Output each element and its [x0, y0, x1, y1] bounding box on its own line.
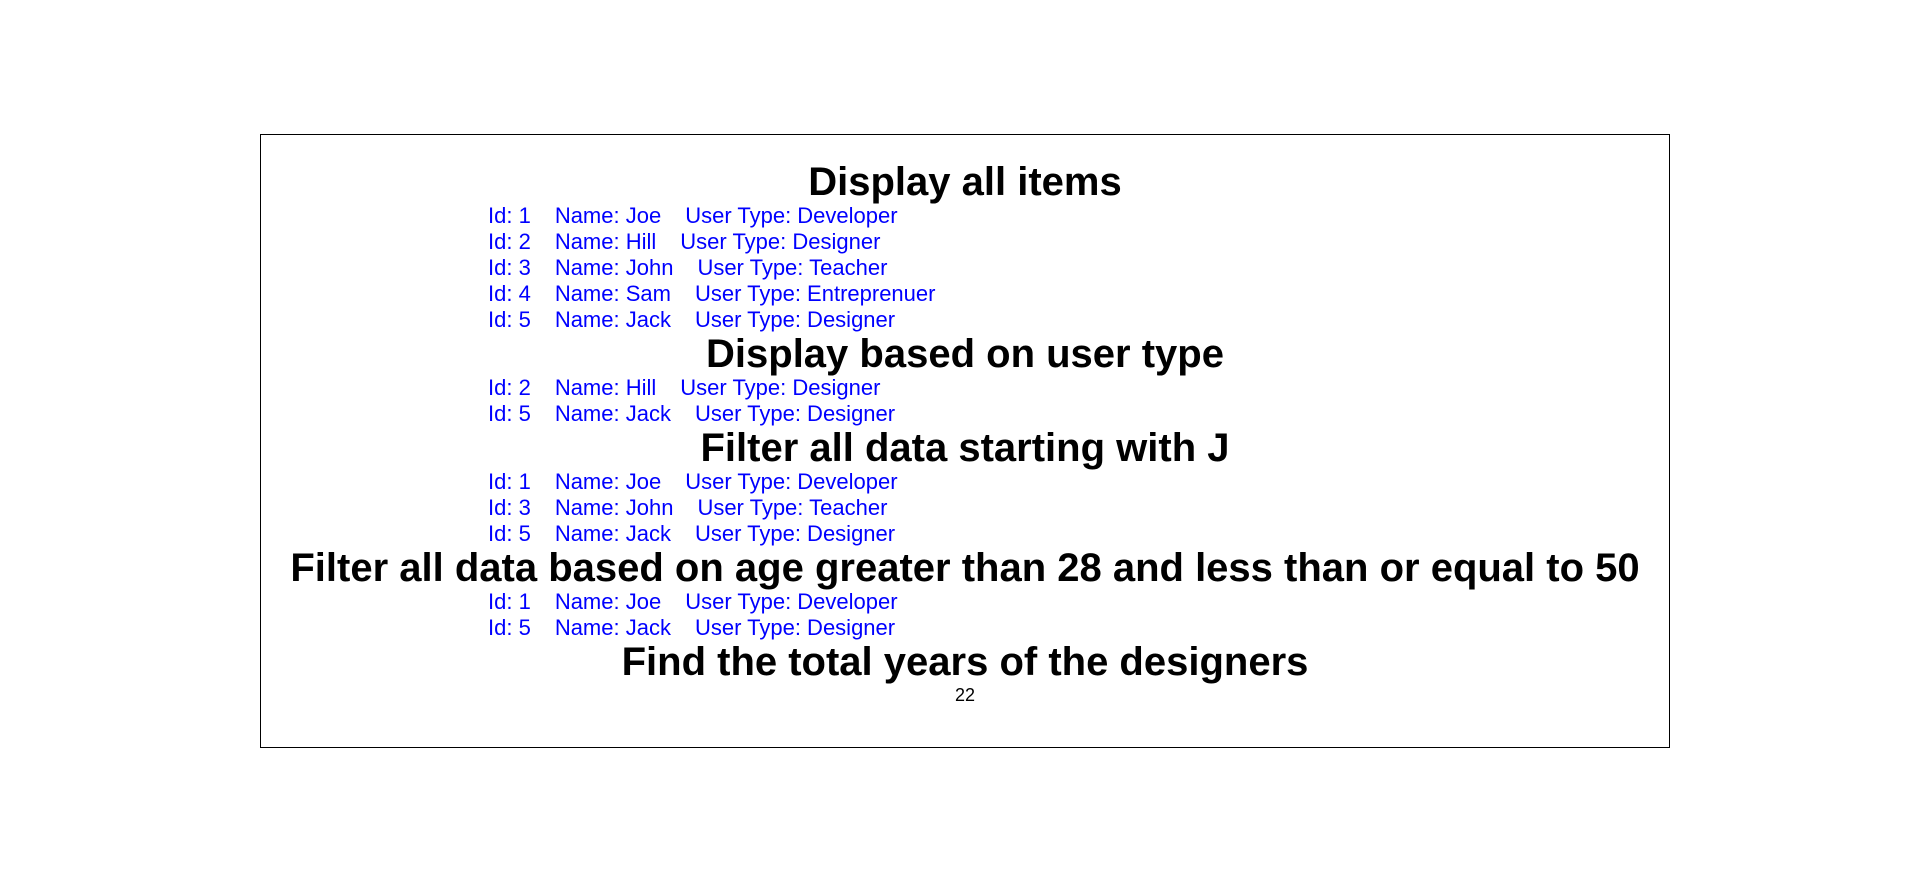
- list-item: Id: 5 Name: Jack User Type: Designer: [488, 307, 1669, 333]
- item-id: Id: 1: [488, 469, 531, 494]
- section-title-display-all: Display all items: [808, 160, 1122, 204]
- list-item: Id: 3 Name: John User Type: Teacher: [488, 495, 1669, 521]
- item-id: Id: 4: [488, 281, 531, 306]
- list-item: Id: 1 Name: Joe User Type: Developer: [488, 589, 1669, 615]
- item-name: Name: John: [554, 495, 674, 520]
- item-user-type: User Type: Designer: [694, 615, 896, 640]
- item-name: Name: Joe: [554, 469, 662, 494]
- item-user-type: User Type: Developer: [685, 469, 898, 494]
- item-name: Name: Jack: [554, 521, 671, 546]
- section-title-user-type: Display based on user type: [706, 332, 1224, 376]
- all-items-list: Id: 1 Name: Joe User Type: Developer Id: 2…: [261, 203, 1669, 333]
- section-title-total-years: Find the total years of the designers: [621, 640, 1309, 684]
- app-container: Display all items Id: 1 Name: Joe User Typ…: [260, 134, 1670, 748]
- item-name: Name: John: [554, 255, 674, 280]
- section-title-age-filter: Filter all data based on age greater tha…: [290, 546, 1640, 590]
- list-item: Id: 2 Name: Hill User Type: Designer: [488, 229, 1669, 255]
- item-id: Id: 2: [488, 375, 531, 400]
- item-name: Name: Sam: [554, 281, 671, 306]
- item-id: Id: 1: [488, 203, 531, 228]
- item-name: Name: Jack: [554, 615, 671, 640]
- list-item: Id: 5 Name: Jack User Type: Designer: [488, 521, 1669, 547]
- item-id: Id: 3: [488, 255, 531, 280]
- list-item: Id: 4 Name: Sam User Type: Entreprenuer: [488, 281, 1669, 307]
- item-id: Id: 5: [488, 521, 531, 546]
- item-user-type: User Type: Developer: [685, 203, 898, 228]
- item-user-type: User Type: Teacher: [697, 255, 888, 280]
- item-id: Id: 2: [488, 229, 531, 254]
- item-user-type: User Type: Designer: [680, 375, 881, 400]
- item-name: Name: Hill: [554, 229, 657, 254]
- item-name: Name: Joe: [554, 203, 662, 228]
- item-name: Name: Hill: [554, 375, 657, 400]
- list-item: Id: 5 Name: Jack User Type: Designer: [488, 401, 1669, 427]
- item-user-type: User Type: Teacher: [697, 495, 888, 520]
- item-user-type: User Type: Designer: [694, 401, 896, 426]
- starting-j-items-list: Id: 1 Name: Joe User Type: Developer Id: 3…: [261, 469, 1669, 547]
- section-title-starting-j: Filter all data starting with J: [700, 426, 1230, 470]
- item-user-type: User Type: Designer: [694, 307, 896, 332]
- list-item: Id: 5 Name: Jack User Type: Designer: [488, 615, 1669, 641]
- item-user-type: User Type: Designer: [680, 229, 881, 254]
- list-item: Id: 3 Name: John User Type: Teacher: [488, 255, 1669, 281]
- item-name: Name: Jack: [554, 307, 671, 332]
- list-item: Id: 1 Name: Joe User Type: Developer: [488, 469, 1669, 495]
- item-user-type: User Type: Designer: [694, 521, 896, 546]
- item-id: Id: 1: [488, 589, 531, 614]
- item-name: Name: Joe: [554, 589, 662, 614]
- item-name: Name: Jack: [554, 401, 671, 426]
- list-item: Id: 1 Name: Joe User Type: Developer: [488, 203, 1669, 229]
- list-item: Id: 2 Name: Hill User Type: Designer: [488, 375, 1669, 401]
- item-id: Id: 5: [488, 307, 531, 332]
- item-id: Id: 5: [488, 401, 531, 426]
- item-id: Id: 5: [488, 615, 531, 640]
- user-type-items-list: Id: 2 Name: Hill User Type: Designer Id: 5…: [261, 375, 1669, 427]
- total-years-value: 22: [954, 685, 976, 705]
- item-user-type: User Type: Entreprenuer: [694, 281, 936, 306]
- item-id: Id: 3: [488, 495, 531, 520]
- item-user-type: User Type: Developer: [685, 589, 898, 614]
- age-filter-items-list: Id: 1 Name: Joe User Type: Developer Id: 5…: [261, 589, 1669, 641]
